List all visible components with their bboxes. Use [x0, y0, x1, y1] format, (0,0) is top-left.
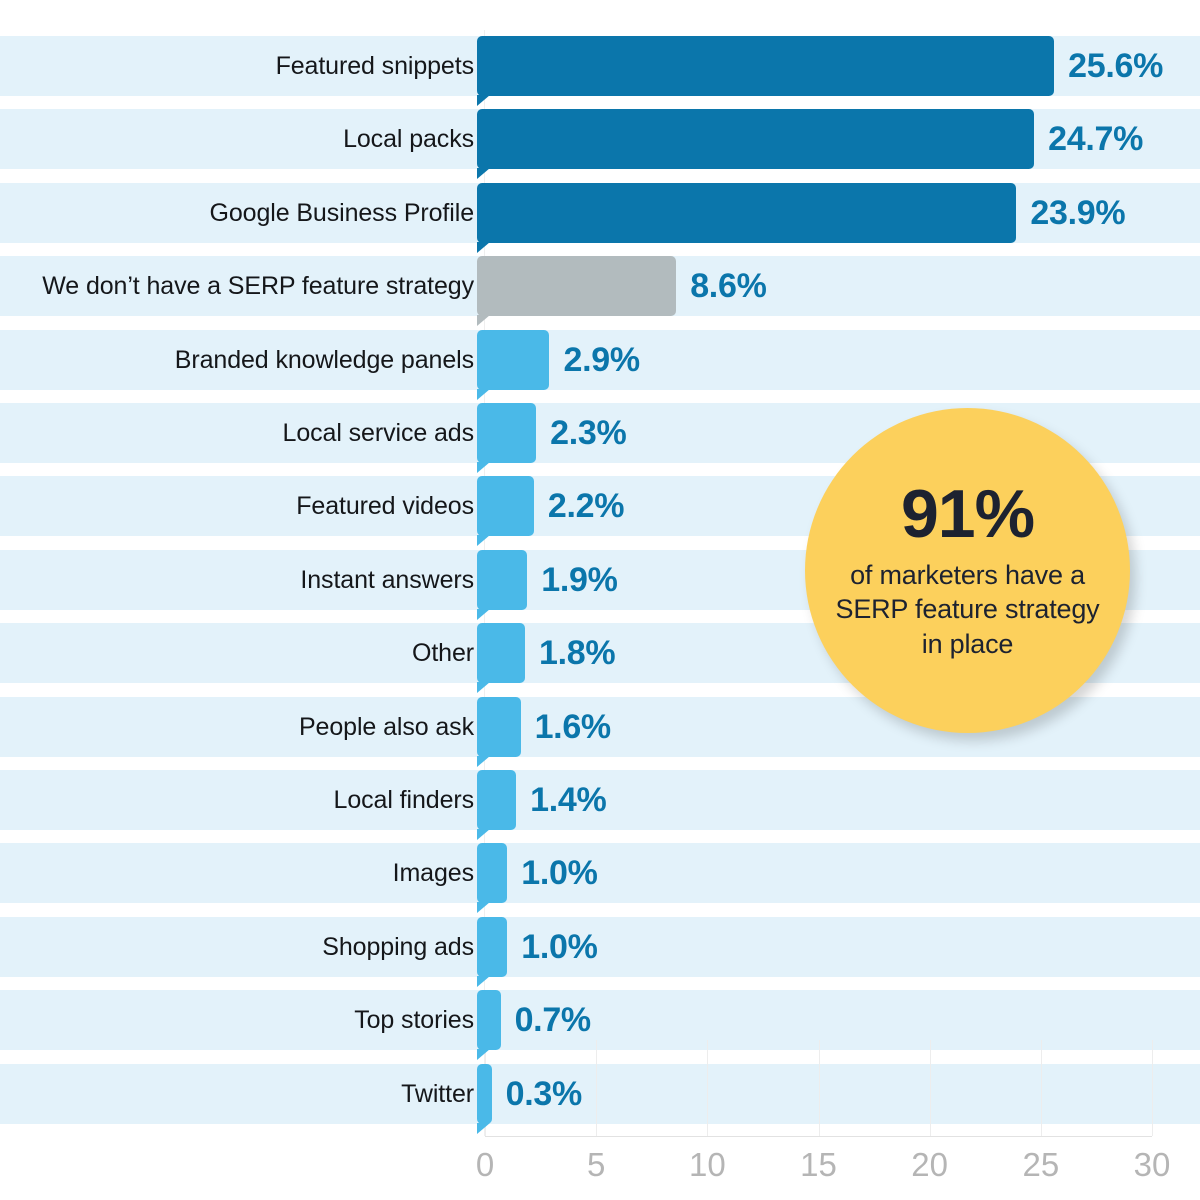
bar-row: Twitter 0.3% [0, 1063, 1200, 1134]
bar [477, 549, 528, 620]
category-label: Images [392, 859, 474, 888]
category-label: Other [411, 639, 474, 668]
value-label: 1.6% [534, 707, 612, 746]
x-tick-label: 20 [911, 1146, 949, 1183]
category-label: Instant answers [300, 565, 474, 594]
category-label: Twitter [401, 1079, 474, 1108]
bar [477, 403, 537, 473]
category-label: Local service ads [282, 419, 475, 447]
category-label: Local finders [333, 786, 475, 814]
category-label: Featured snippets [275, 52, 475, 80]
value-label: 1.4% [530, 781, 607, 819]
bar-row: Other 1.8% [0, 623, 1200, 694]
row-band [0, 329, 1200, 390]
x-tick-label: 5 [586, 1146, 606, 1183]
bar [477, 916, 508, 987]
category-label: Shopping ads [322, 932, 474, 961]
value-label: 1.9% [541, 560, 618, 599]
bar [477, 696, 521, 767]
bar [477, 109, 1035, 180]
gridline [929, 1040, 931, 1136]
bar-row: Images 1.0% [0, 843, 1200, 914]
bar-row: Local finders 1.4% [0, 770, 1200, 840]
callout-headline: 91% [900, 475, 1035, 552]
bar-row: Featured snippets 25.6% [0, 36, 1200, 106]
bar-row: Top stories 0.7% [0, 990, 1200, 1061]
bar [477, 256, 677, 327]
value-label: 25.6% [1068, 47, 1164, 85]
bar-row: Featured videos 2.2% [0, 476, 1200, 547]
x-tick-label: 15 [800, 1146, 837, 1183]
callout-bubble: 91% of marketers have a SERP feature str… [805, 408, 1130, 733]
value-label: 1.0% [521, 927, 598, 966]
gridline [818, 1040, 820, 1136]
gridline [1152, 1040, 1153, 1136]
bar-row: Branded knowledge panels 2.9% [0, 329, 1200, 400]
bar [477, 623, 526, 694]
value-label: 8.6% [690, 267, 767, 306]
bar-row: Google Business Profile 23.9% [0, 182, 1200, 253]
value-label: 0.3% [505, 1074, 583, 1113]
bar-row: Local packs 24.7% [0, 109, 1200, 180]
category-label: Google Business Profile [209, 198, 474, 227]
value-label: 24.7% [1048, 120, 1144, 159]
row-band [0, 770, 1200, 830]
x-tick-label: 10 [688, 1146, 726, 1183]
category-label: Top stories [354, 1006, 474, 1035]
bar-row: We don’t have a SERP feature strategy 8.6… [0, 256, 1200, 327]
category-label: Local packs [343, 125, 474, 154]
row-band [0, 843, 1200, 904]
value-label: 0.7% [514, 1001, 592, 1040]
category-label: People also ask [298, 712, 474, 741]
bar [477, 1063, 492, 1134]
category-label: Branded knowledge panels [174, 345, 474, 374]
value-label: 2.2% [547, 487, 625, 526]
bar-row: People also ask 1.6% [0, 696, 1200, 767]
bar-row: Local service ads 2.3% [0, 403, 1200, 473]
gridline [1040, 1040, 1042, 1136]
bar [477, 843, 508, 914]
gridline [707, 1040, 709, 1136]
value-label: 23.9% [1030, 193, 1126, 232]
x-tick-label: 30 [1133, 1146, 1171, 1183]
bar [477, 990, 501, 1061]
bar [477, 329, 550, 400]
x-tick-label: 25 [1022, 1146, 1060, 1183]
category-label: Featured videos [296, 492, 474, 521]
category-label: We don’t have a SERP feature strategy [42, 272, 474, 301]
bar [477, 182, 1017, 253]
value-label: 1.8% [539, 634, 616, 673]
bar [477, 770, 517, 840]
row-band [0, 916, 1200, 977]
bar-row: Instant answers 1.9% [0, 549, 1200, 620]
value-label: 1.0% [521, 854, 598, 893]
x-tick-label: 0 [475, 1146, 495, 1183]
bar [477, 476, 534, 547]
row-band [0, 990, 1200, 1051]
value-label: 2.3% [550, 414, 627, 452]
bar [477, 36, 1055, 106]
callout-body: of marketers have a SERP feature strateg… [835, 559, 1100, 659]
bar-row: Shopping ads 1.0% [0, 916, 1200, 987]
value-label: 2.9% [563, 340, 640, 379]
axis-baseline [485, 1136, 1152, 1137]
row-band [0, 1063, 1200, 1124]
gridline [596, 1040, 598, 1136]
